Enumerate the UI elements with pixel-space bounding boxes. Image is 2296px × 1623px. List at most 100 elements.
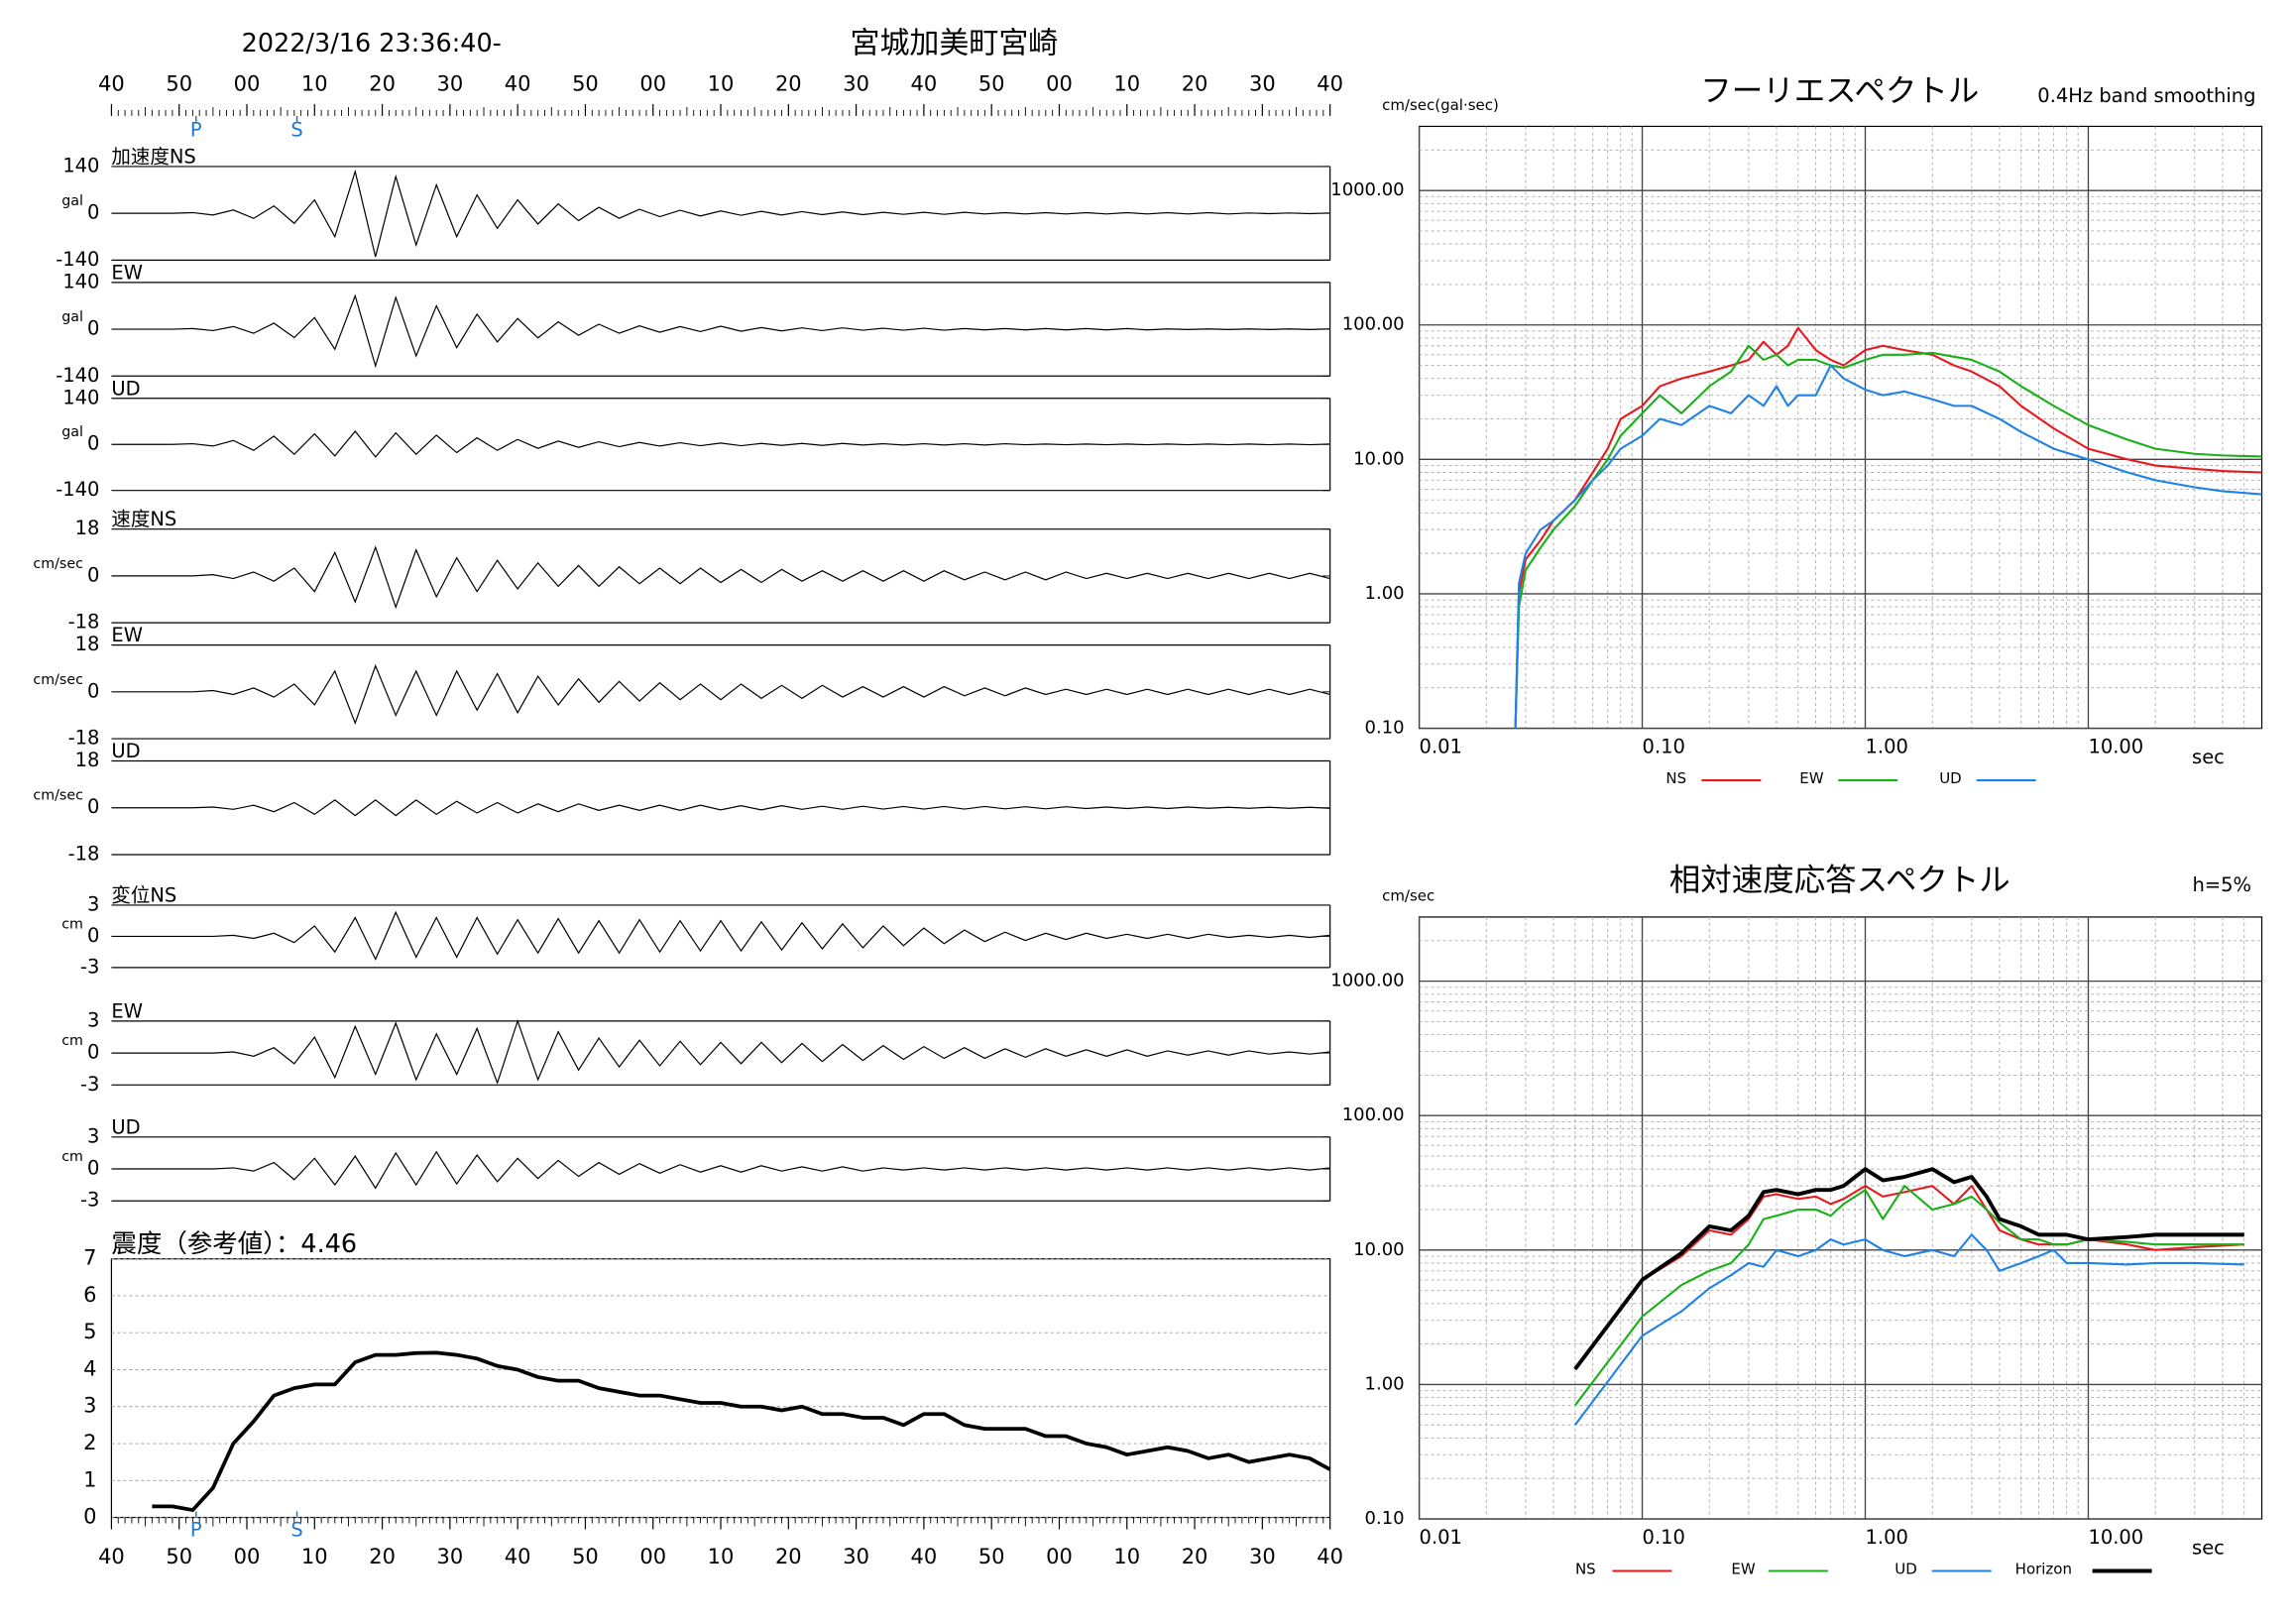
x-tick-label: 20 — [775, 1545, 802, 1568]
y-tick-label: -3 — [80, 1189, 99, 1212]
x-tick-label: 20 — [1182, 71, 1208, 95]
y-tick-label: 0 — [87, 563, 99, 586]
y-tick-label: 0 — [87, 795, 99, 818]
x-tick-label: 1.00 — [1866, 736, 1908, 758]
waveform-line — [111, 430, 1330, 458]
panel-unit: cm/sec — [33, 788, 83, 804]
waveform-line — [111, 663, 1330, 726]
y-tick-label: -140 — [56, 478, 99, 501]
panel-name: EW — [111, 999, 143, 1022]
station-name: 宮城加美町宮崎 — [850, 27, 1058, 61]
x-tick-label: 40 — [1317, 71, 1343, 95]
x-tick-label: 10 — [708, 1545, 735, 1568]
panel-name: EW — [111, 624, 143, 646]
y-tick-label: 0 — [87, 201, 99, 224]
panel-unit: cm — [61, 1033, 83, 1049]
panel-name: UD — [111, 377, 140, 400]
x-tick-label: 50 — [572, 1545, 599, 1568]
x-tick-label: 50 — [572, 71, 599, 95]
x-tick-label: 00 — [1046, 71, 1073, 95]
x-tick-label: 30 — [843, 1545, 869, 1568]
y-tick-label: 0 — [87, 432, 99, 455]
waveform-line — [111, 293, 1330, 369]
x-tick-label: 30 — [1249, 71, 1276, 95]
y-tick-label: 100.00 — [1342, 1104, 1405, 1125]
x-tick-label: 10.00 — [2088, 1526, 2143, 1549]
response-title: 相対速度応答スペクトル — [1669, 863, 2010, 898]
y-tick-label: 1000.00 — [1330, 971, 1404, 991]
waveform-line — [111, 799, 1330, 817]
y-tick-label: 0 — [87, 317, 99, 340]
x-tick-label: 50 — [978, 1545, 1005, 1568]
y-tick-label: 0 — [87, 679, 99, 702]
y-tick-label: -140 — [56, 364, 99, 387]
x-tick-label: 20 — [1182, 1545, 1208, 1568]
y-tick-label: 5 — [83, 1320, 96, 1343]
panel-unit: gal — [61, 309, 83, 325]
legend-label: Horizon — [2015, 1561, 2072, 1578]
y-tick-label: 0 — [87, 1041, 99, 1064]
x-tick-label: 20 — [775, 71, 802, 95]
record-time: 2022/3/16 23:36:40- — [242, 29, 502, 58]
x-tick-label: 10 — [708, 71, 735, 95]
spectrum-line — [1573, 1185, 2244, 1407]
legend-label: NS — [1575, 1561, 1596, 1578]
waveform-line — [111, 169, 1330, 258]
x-tick-label: 0.10 — [1643, 736, 1685, 758]
y-tick-label: 3 — [87, 1124, 99, 1147]
y-tick-label: -18 — [68, 611, 100, 634]
panel-name: 変位NS — [111, 883, 176, 906]
x-tick-label: 10 — [301, 1545, 328, 1568]
panel-name: 速度NS — [111, 508, 176, 530]
response-x-label: sec — [2192, 1537, 2225, 1560]
y-tick-label: 1000.00 — [1330, 179, 1404, 200]
y-tick-label: 140 — [62, 154, 99, 176]
y-tick-label: 1.00 — [1365, 583, 1405, 604]
legend-label: UD — [1894, 1561, 1917, 1578]
y-tick-label: 3 — [87, 1008, 99, 1031]
intensity-title: 震度（参考値）：4.46 — [111, 1229, 357, 1259]
fourier-y-label: cm/sec(gal·sec) — [1382, 96, 1499, 114]
y-tick-label: 3 — [87, 892, 99, 915]
x-tick-label: 1.00 — [1866, 1526, 1908, 1549]
spectrum-line — [1573, 1167, 2244, 1371]
y-tick-label: 2 — [83, 1431, 96, 1454]
panel-unit: cm/sec — [33, 556, 83, 572]
y-tick-label: 18 — [75, 633, 100, 655]
x-tick-label: 00 — [1046, 1545, 1073, 1568]
panel-name: EW — [111, 261, 143, 284]
phase-label: P — [190, 1519, 202, 1542]
x-tick-label: 10.00 — [2088, 736, 2143, 758]
x-tick-label: 30 — [843, 71, 869, 95]
waveform-line — [111, 1150, 1330, 1190]
y-tick-label: 1.00 — [1365, 1373, 1405, 1394]
fourier-subtitle: 0.4Hz band smoothing — [2037, 84, 2255, 107]
y-tick-label: 140 — [62, 386, 99, 408]
y-tick-label: 0 — [87, 1157, 99, 1180]
x-tick-label: 10 — [1113, 1545, 1140, 1568]
response-y-label: cm/sec — [1382, 886, 1435, 904]
panel-unit: cm — [61, 1149, 83, 1165]
y-tick-label: -3 — [80, 1073, 99, 1096]
x-tick-label: 40 — [1317, 1545, 1343, 1568]
phase-label: P — [190, 118, 202, 141]
x-tick-label: 20 — [369, 71, 396, 95]
x-tick-label: 50 — [166, 1545, 192, 1568]
x-tick-label: 0.01 — [1420, 736, 1462, 758]
panel-unit: gal — [61, 424, 83, 440]
y-tick-label: 1 — [83, 1467, 96, 1491]
y-tick-label: 7 — [83, 1246, 96, 1270]
y-tick-label: 10.00 — [1353, 1239, 1404, 1260]
spectrum-line — [1573, 1233, 2244, 1426]
y-tick-label: 0 — [87, 924, 99, 947]
intensity-line — [152, 1350, 1331, 1512]
fourier-x-label: sec — [2192, 746, 2225, 768]
x-tick-label: 40 — [911, 1545, 938, 1568]
waveform-line — [111, 1018, 1330, 1085]
x-tick-label: 00 — [234, 1545, 261, 1568]
legend-label: EW — [1731, 1561, 1755, 1578]
legend-label: EW — [1799, 769, 1823, 787]
fourier-title: フーリエスペクトル — [1700, 73, 1979, 109]
panel-unit: cm — [61, 916, 83, 932]
